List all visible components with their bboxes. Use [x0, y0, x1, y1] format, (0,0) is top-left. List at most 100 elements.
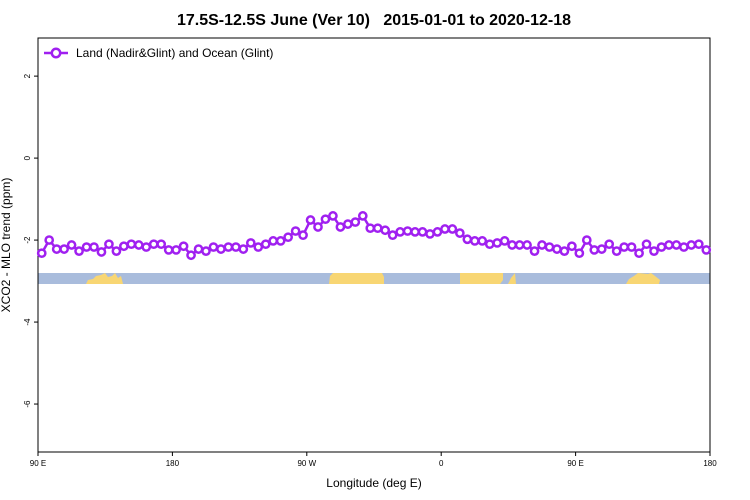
data-point: [410, 227, 420, 237]
data-point: [305, 215, 316, 225]
data-point: [44, 235, 55, 245]
data-point: [74, 246, 84, 256]
data-point: [664, 240, 674, 250]
data-point: [567, 241, 577, 252]
data-point: [641, 239, 652, 250]
data-point: [148, 239, 159, 250]
x-tick-label: 90 E: [567, 459, 583, 468]
data-point: [163, 245, 174, 255]
land-patch: [508, 273, 516, 284]
series-line: [40, 214, 708, 258]
data-point: [581, 235, 592, 245]
data-point: [492, 238, 503, 248]
data-point: [596, 244, 607, 254]
data-point: [686, 240, 697, 250]
data-point: [574, 248, 585, 259]
y-tick-label: -2: [23, 236, 32, 244]
data-point: [671, 240, 682, 250]
legend-label: Land (Nadir&Glint) and Ocean (Glint): [76, 46, 273, 60]
data-point: [522, 240, 532, 250]
data-point: [634, 248, 644, 259]
data-point: [537, 240, 547, 250]
data-point: [208, 242, 219, 252]
x-tick-label: 90 E: [30, 459, 46, 468]
surface-mask: [38, 273, 710, 284]
data-point: [216, 244, 226, 254]
data-point: [395, 227, 405, 237]
data-point: [499, 236, 510, 246]
data-point: [253, 242, 264, 252]
data-point: [268, 236, 279, 246]
data-point: [701, 245, 712, 255]
data-point: [156, 239, 167, 250]
data-point: [193, 244, 204, 254]
y-tick-label: -6: [23, 400, 32, 408]
land-patch: [329, 273, 384, 284]
x-axis-label: Longitude (deg E): [326, 476, 421, 490]
data-point: [447, 224, 458, 234]
data-point: [649, 246, 659, 256]
data-point: [380, 225, 391, 236]
data-point: [477, 236, 488, 246]
y-tick-label: 2: [23, 73, 32, 78]
data-point: [290, 226, 301, 236]
data-point: [178, 241, 189, 252]
data-point: [320, 214, 331, 225]
data-point: [343, 219, 353, 229]
data-point: [432, 227, 443, 237]
data-point: [484, 239, 495, 250]
data-point: [507, 240, 517, 250]
y-tick-label: 0: [23, 155, 32, 160]
x-tick-label: 0: [439, 459, 444, 468]
data-point: [238, 244, 249, 254]
data-point: [313, 222, 323, 232]
data-point: [223, 242, 234, 252]
y-tick-label: -4: [23, 318, 32, 326]
data-point: [559, 246, 570, 256]
data-point: [529, 246, 540, 256]
data-point: [626, 242, 637, 252]
data-point: [171, 245, 181, 255]
x-tick-label: 90 W: [297, 459, 316, 468]
data-point: [133, 240, 144, 250]
data-point: [51, 244, 62, 254]
x-tick-label: 180: [166, 459, 180, 468]
data-point: [440, 224, 450, 234]
data-point: [36, 248, 47, 259]
land-patch: [86, 273, 123, 284]
land-patch: [460, 273, 503, 284]
plot-frame: [37, 37, 711, 453]
data-point: [231, 242, 241, 252]
data-point: [514, 240, 525, 250]
data-point: [455, 228, 465, 238]
data-point: [469, 236, 480, 246]
data-point: [589, 245, 600, 255]
data-point: [89, 242, 99, 252]
data-point: [201, 246, 211, 256]
legend-marker: [50, 47, 62, 59]
data-point: [357, 211, 368, 221]
data-point: [328, 211, 338, 221]
data-point: [693, 239, 704, 250]
data-point: [656, 242, 667, 252]
data-point: [66, 240, 77, 250]
data-point: [298, 230, 308, 241]
x-tick-label: 180: [703, 459, 717, 468]
data-point: [245, 238, 256, 248]
data-point: [372, 223, 383, 234]
data-point: [544, 242, 555, 252]
data-point: [552, 244, 562, 254]
data-point: [350, 217, 361, 227]
data-point: [119, 241, 129, 252]
data-point: [335, 222, 346, 232]
data-point: [611, 246, 622, 256]
data-point: [387, 230, 398, 241]
data-point: [679, 242, 689, 252]
data-point: [417, 227, 428, 237]
data-point: [402, 226, 413, 236]
data-point: [619, 242, 629, 252]
data-point: [186, 250, 196, 261]
data-point: [81, 242, 92, 252]
